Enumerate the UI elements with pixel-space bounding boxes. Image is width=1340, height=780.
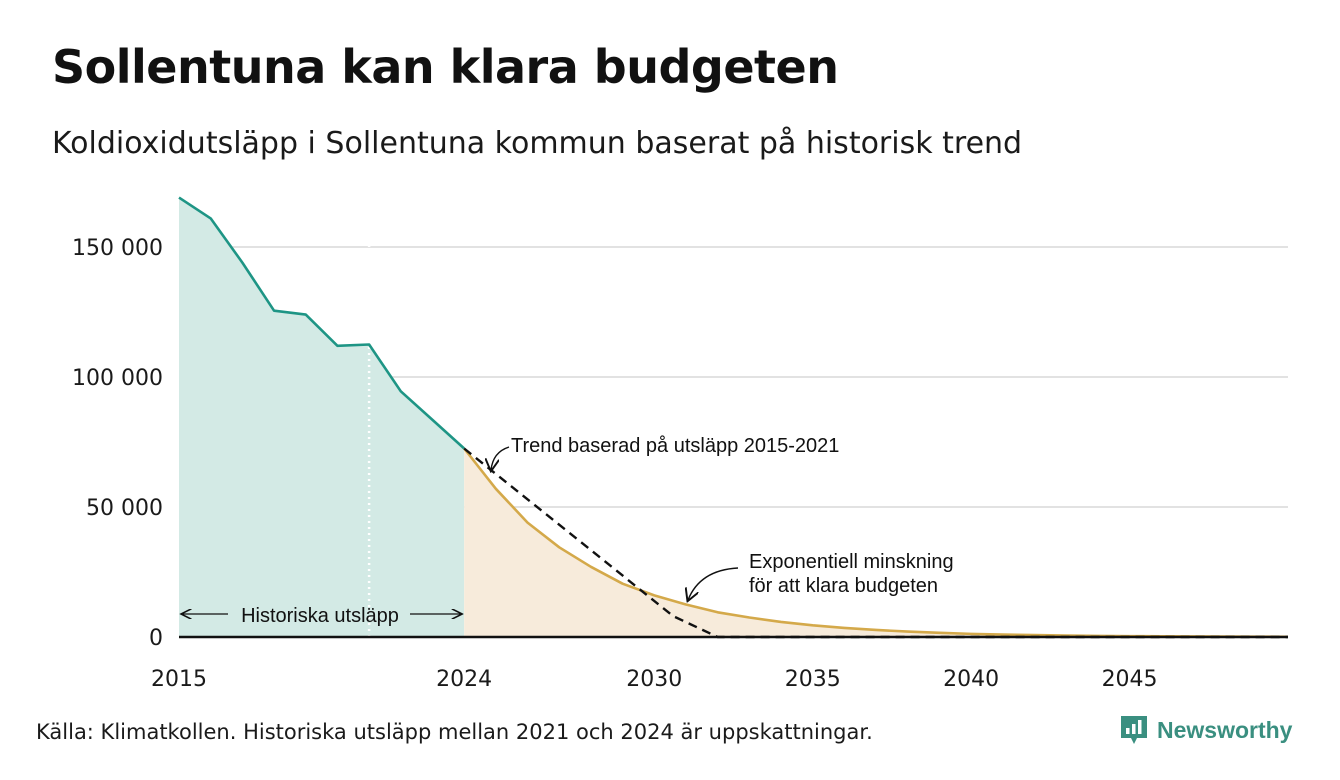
exponential-arrow	[688, 567, 739, 600]
x-tick-label: 2015	[151, 667, 207, 692]
source-note: Källa: Klimatkollen. Historiska utsläpp …	[36, 720, 873, 744]
y-tick-label: 100 000	[72, 366, 163, 391]
brand-name: Newsworthy	[1157, 716, 1293, 743]
brand-logo: Newsworthy	[1119, 714, 1292, 746]
area-fills	[179, 197, 1289, 637]
historical-annotation: Historiska utsläpp	[241, 605, 399, 627]
x-tick-label: 2045	[1102, 667, 1158, 692]
exponential-area	[464, 448, 1289, 637]
x-tick-label: 2024	[436, 667, 492, 692]
historical-area	[179, 197, 465, 637]
y-tick-label: 50 000	[86, 496, 163, 521]
x-tick-label: 2035	[785, 667, 841, 692]
x-tick-label: 2030	[626, 667, 682, 692]
x-tick-label: 2040	[943, 667, 999, 692]
chart-title: Sollentuna kan klara budgeten	[52, 40, 839, 94]
annotations: Trend baserad på utsläpp 2015-2021 Expone…	[181, 435, 954, 627]
trend-arrow	[491, 446, 510, 470]
newsworthy-logo-icon	[1121, 716, 1147, 744]
historical-line	[178, 196, 466, 450]
axes: 0 50 000 100 000 150 000 2015 2024 2030 2035 204…	[72, 236, 1288, 692]
trend-annotation: Trend baserad på utsläpp 2015-2021	[511, 435, 839, 457]
y-tick-label: 0	[149, 626, 163, 651]
exponential-annotation-line2: för att klara budgeten	[749, 575, 938, 597]
chart-subtitle: Koldioxidutsläpp i Sollentuna kommun bas…	[52, 126, 1023, 161]
y-tick-label: 150 000	[72, 236, 163, 261]
exponential-annotation-line1: Exponentiell minskning	[749, 551, 954, 573]
